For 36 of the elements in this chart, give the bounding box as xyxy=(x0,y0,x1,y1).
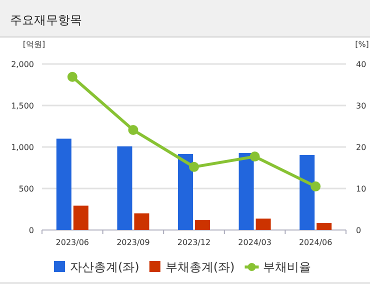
y-tick-label: 1,000 xyxy=(11,143,34,152)
x-tick-label: 2023/12 xyxy=(177,238,211,247)
y2-axis-title: [%] xyxy=(355,40,369,49)
y-tick-label: 2,000 xyxy=(11,60,34,69)
y-tick-label: 0 xyxy=(28,226,34,235)
chart-title: 주요재무항목 xyxy=(10,13,82,27)
x-tick-label: 2023/06 xyxy=(56,238,90,247)
bar xyxy=(117,146,132,230)
x-tick-label: 2023/09 xyxy=(116,238,150,247)
bar xyxy=(256,218,271,230)
bar xyxy=(73,206,88,230)
bar xyxy=(195,220,210,230)
point xyxy=(67,72,78,82)
point xyxy=(250,152,260,162)
bar xyxy=(316,223,332,230)
legend-label: 부채총계(좌) xyxy=(165,260,235,274)
x-tick-label: 2024/06 xyxy=(298,238,332,247)
bar xyxy=(300,154,315,230)
bar xyxy=(178,154,193,230)
y2-tick-label: 10 xyxy=(356,184,366,194)
y-tick-label: 1,500 xyxy=(11,102,34,110)
point xyxy=(189,162,199,172)
bar xyxy=(238,152,254,230)
point xyxy=(128,124,138,135)
y-axis-title: [억원] xyxy=(22,40,46,49)
y2-tick-label: 0 xyxy=(356,226,362,235)
legend-label: 자산총계(좌) xyxy=(70,260,140,274)
bar xyxy=(56,138,72,230)
y-tick-label: 500 xyxy=(18,184,34,194)
bar xyxy=(134,213,150,230)
point xyxy=(310,181,321,192)
legend-label: 부채비율 xyxy=(262,260,311,274)
y2-tick-label: 40 xyxy=(356,60,366,69)
x-tick-label: 2024/03 xyxy=(238,238,272,247)
y2-tick-label: 30 xyxy=(356,102,366,110)
y2-tick-label: 20 xyxy=(356,143,366,152)
